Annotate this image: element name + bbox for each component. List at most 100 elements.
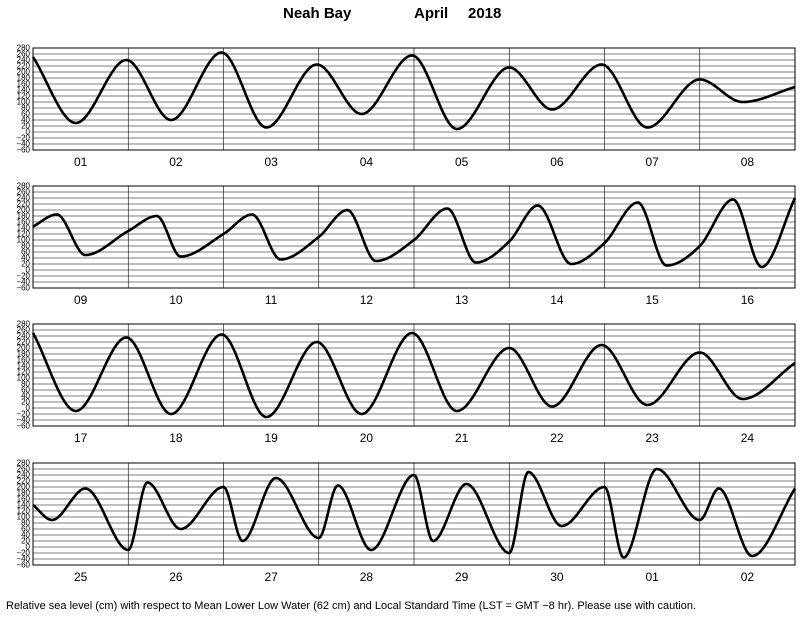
y-tick-label: 140 [17,362,31,371]
panel-frame [32,323,796,427]
y-tick-label: 100 [17,98,31,107]
y-tick-label: 100 [17,236,31,245]
tide-curve [31,51,796,131]
y-tick-label: 20 [21,537,30,546]
y-tick-label: 240 [17,56,31,65]
x-day-label: 05 [455,155,469,169]
y-tick-label: 60 [21,248,30,257]
x-day-label: 29 [455,570,469,584]
y-tick-label: 180 [17,74,31,83]
x-day-label: 04 [360,155,374,169]
x-day-label: 07 [645,155,659,169]
y-tick-label: 200 [17,344,31,353]
x-day-label: 27 [264,570,278,584]
y-tick-label: 60 [21,110,30,119]
y-tick-label: 160 [17,495,31,504]
y-tick-label: −20 [16,549,30,558]
y-tick-label: 200 [17,206,31,215]
tide-chart: −60−40−200204060801001201401601802002202… [16,44,797,584]
x-day-label: 25 [74,570,88,584]
chart-footnote: Relative sea level (cm) with respect to … [6,600,697,612]
y-tick-label: 280 [17,182,31,191]
y-tick-label: 60 [21,386,30,395]
y-tick-label: 120 [17,368,31,377]
y-tick-label: 260 [17,465,31,474]
y-tick-label: 260 [17,188,31,197]
y-tick-label: 180 [17,489,31,498]
x-day-label: 23 [645,431,659,445]
tide-curve [32,467,797,559]
y-tick-label: 160 [17,80,31,89]
x-day-label: 02 [741,570,755,584]
y-tick-label: −20 [16,272,30,281]
y-tick-label: 80 [21,104,30,113]
y-tick-label: 180 [17,350,31,359]
y-tick-label: 220 [17,200,31,209]
x-day-label: 24 [741,431,755,445]
y-tick-label: 120 [17,507,31,516]
y-tick-label: 140 [17,501,31,510]
x-day-label: 18 [169,431,183,445]
x-day-label: 01 [645,570,659,584]
y-tick-label: −40 [16,278,30,287]
chart-title-year: 2018 [468,5,502,22]
x-day-label: 16 [741,293,755,307]
y-tick-label: 60 [21,525,30,534]
y-tick-label: 260 [17,50,31,59]
y-tick-label: 120 [17,230,31,239]
panel-frame [32,47,796,151]
x-day-label: 06 [550,155,564,169]
x-day-label: 09 [74,293,88,307]
y-tick-label: 160 [17,218,31,227]
y-tick-label: 20 [21,122,30,131]
x-day-label: 20 [360,431,374,445]
y-tick-label: 120 [17,92,31,101]
y-tick-label: 180 [17,212,31,221]
x-day-label: 17 [74,431,88,445]
y-tick-label: 280 [17,320,31,329]
x-day-label: 11 [265,293,278,307]
tide-curve [32,197,797,269]
y-tick-label: 40 [21,116,30,125]
y-tick-label: 40 [21,392,30,401]
x-day-label: 08 [741,155,755,169]
x-day-label: 10 [169,293,183,307]
y-tick-label: 160 [17,356,31,365]
y-tick-label: 140 [17,86,31,95]
y-tick-label: 100 [17,374,31,383]
y-tick-label: 0 [26,404,31,413]
y-tick-label: −60 [16,561,30,570]
chart-title-month: April [414,5,449,22]
x-day-label: 02 [169,155,183,169]
y-tick-label: 200 [17,483,31,492]
y-tick-label: 200 [17,68,31,77]
y-tick-label: −40 [16,140,30,149]
y-tick-label: 0 [26,128,31,137]
chart-title-station: Neah Bay [283,5,352,22]
y-tick-label: 100 [17,513,31,522]
x-day-label: 28 [360,570,374,584]
y-tick-label: 40 [21,254,30,263]
y-tick-label: 0 [26,266,31,275]
y-tick-label: 280 [17,459,31,468]
y-tick-label: 140 [17,224,31,233]
y-tick-label: 240 [17,332,31,341]
y-tick-label: −60 [16,284,30,293]
tide-curve [31,331,796,419]
x-day-label: 03 [264,155,278,169]
y-tick-label: 240 [17,194,31,203]
y-tick-label: 20 [21,260,30,269]
x-day-label: 21 [455,431,469,445]
x-day-label: 22 [550,431,564,445]
y-tick-label: 280 [17,44,31,53]
y-tick-label: −20 [16,134,30,143]
x-day-label: 26 [169,570,183,584]
panel-frame [32,462,796,566]
y-tick-label: −40 [16,416,30,425]
y-tick-label: −60 [16,146,30,155]
y-tick-label: 80 [21,380,30,389]
y-tick-label: −40 [16,555,30,564]
x-day-label: 15 [645,293,659,307]
y-tick-label: 220 [17,62,31,71]
y-tick-label: 40 [21,531,30,540]
